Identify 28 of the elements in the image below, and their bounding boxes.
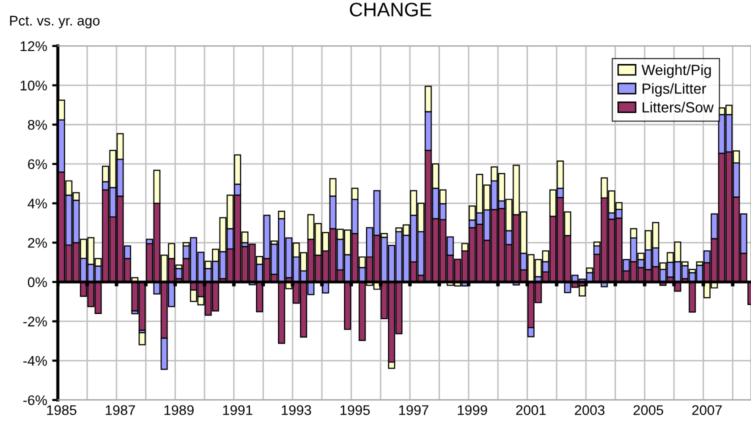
legend-label: Pigs/Litter (642, 83, 706, 97)
y-tick-label: 12% (20, 41, 47, 52)
y-tick-label: -2% (23, 316, 47, 326)
chart-title: CHANGE (350, 2, 432, 16)
x-tick-label: 2003 (574, 405, 604, 416)
y-tick-label: 6% (28, 159, 47, 170)
x-tick-label: 2007 (692, 405, 722, 416)
y-tick-label: 2% (28, 238, 47, 248)
legend-label: Litters/Sow (642, 102, 714, 112)
y-axis-title: Pct. vs. yr. ago (10, 16, 100, 28)
x-tick-label: 1991 (223, 405, 252, 416)
y-tick-label: 0% (28, 277, 47, 288)
y-tick-label: -4% (23, 356, 47, 366)
y-tick-label: 4% (28, 198, 47, 208)
x-tick-label: 1999 (458, 405, 488, 416)
x-tick-label: 1995 (340, 405, 370, 416)
y-tick-label: 8% (28, 120, 47, 130)
x-tick-label: 2001 (516, 405, 546, 416)
bar (138, 332, 146, 346)
x-tick-label: 1993 (282, 405, 312, 416)
y-tick-label: -6% (23, 395, 47, 406)
legend-label: Weight/Pig (642, 64, 711, 78)
x-tick-label: 1985 (47, 405, 76, 416)
x-tick-label: 1989 (164, 405, 194, 416)
x-tick-label: 2005 (634, 405, 664, 416)
y-tick-label: 10% (20, 80, 47, 90)
x-tick-label: 1997 (399, 405, 428, 416)
x-tick-label: 1987 (106, 405, 135, 416)
